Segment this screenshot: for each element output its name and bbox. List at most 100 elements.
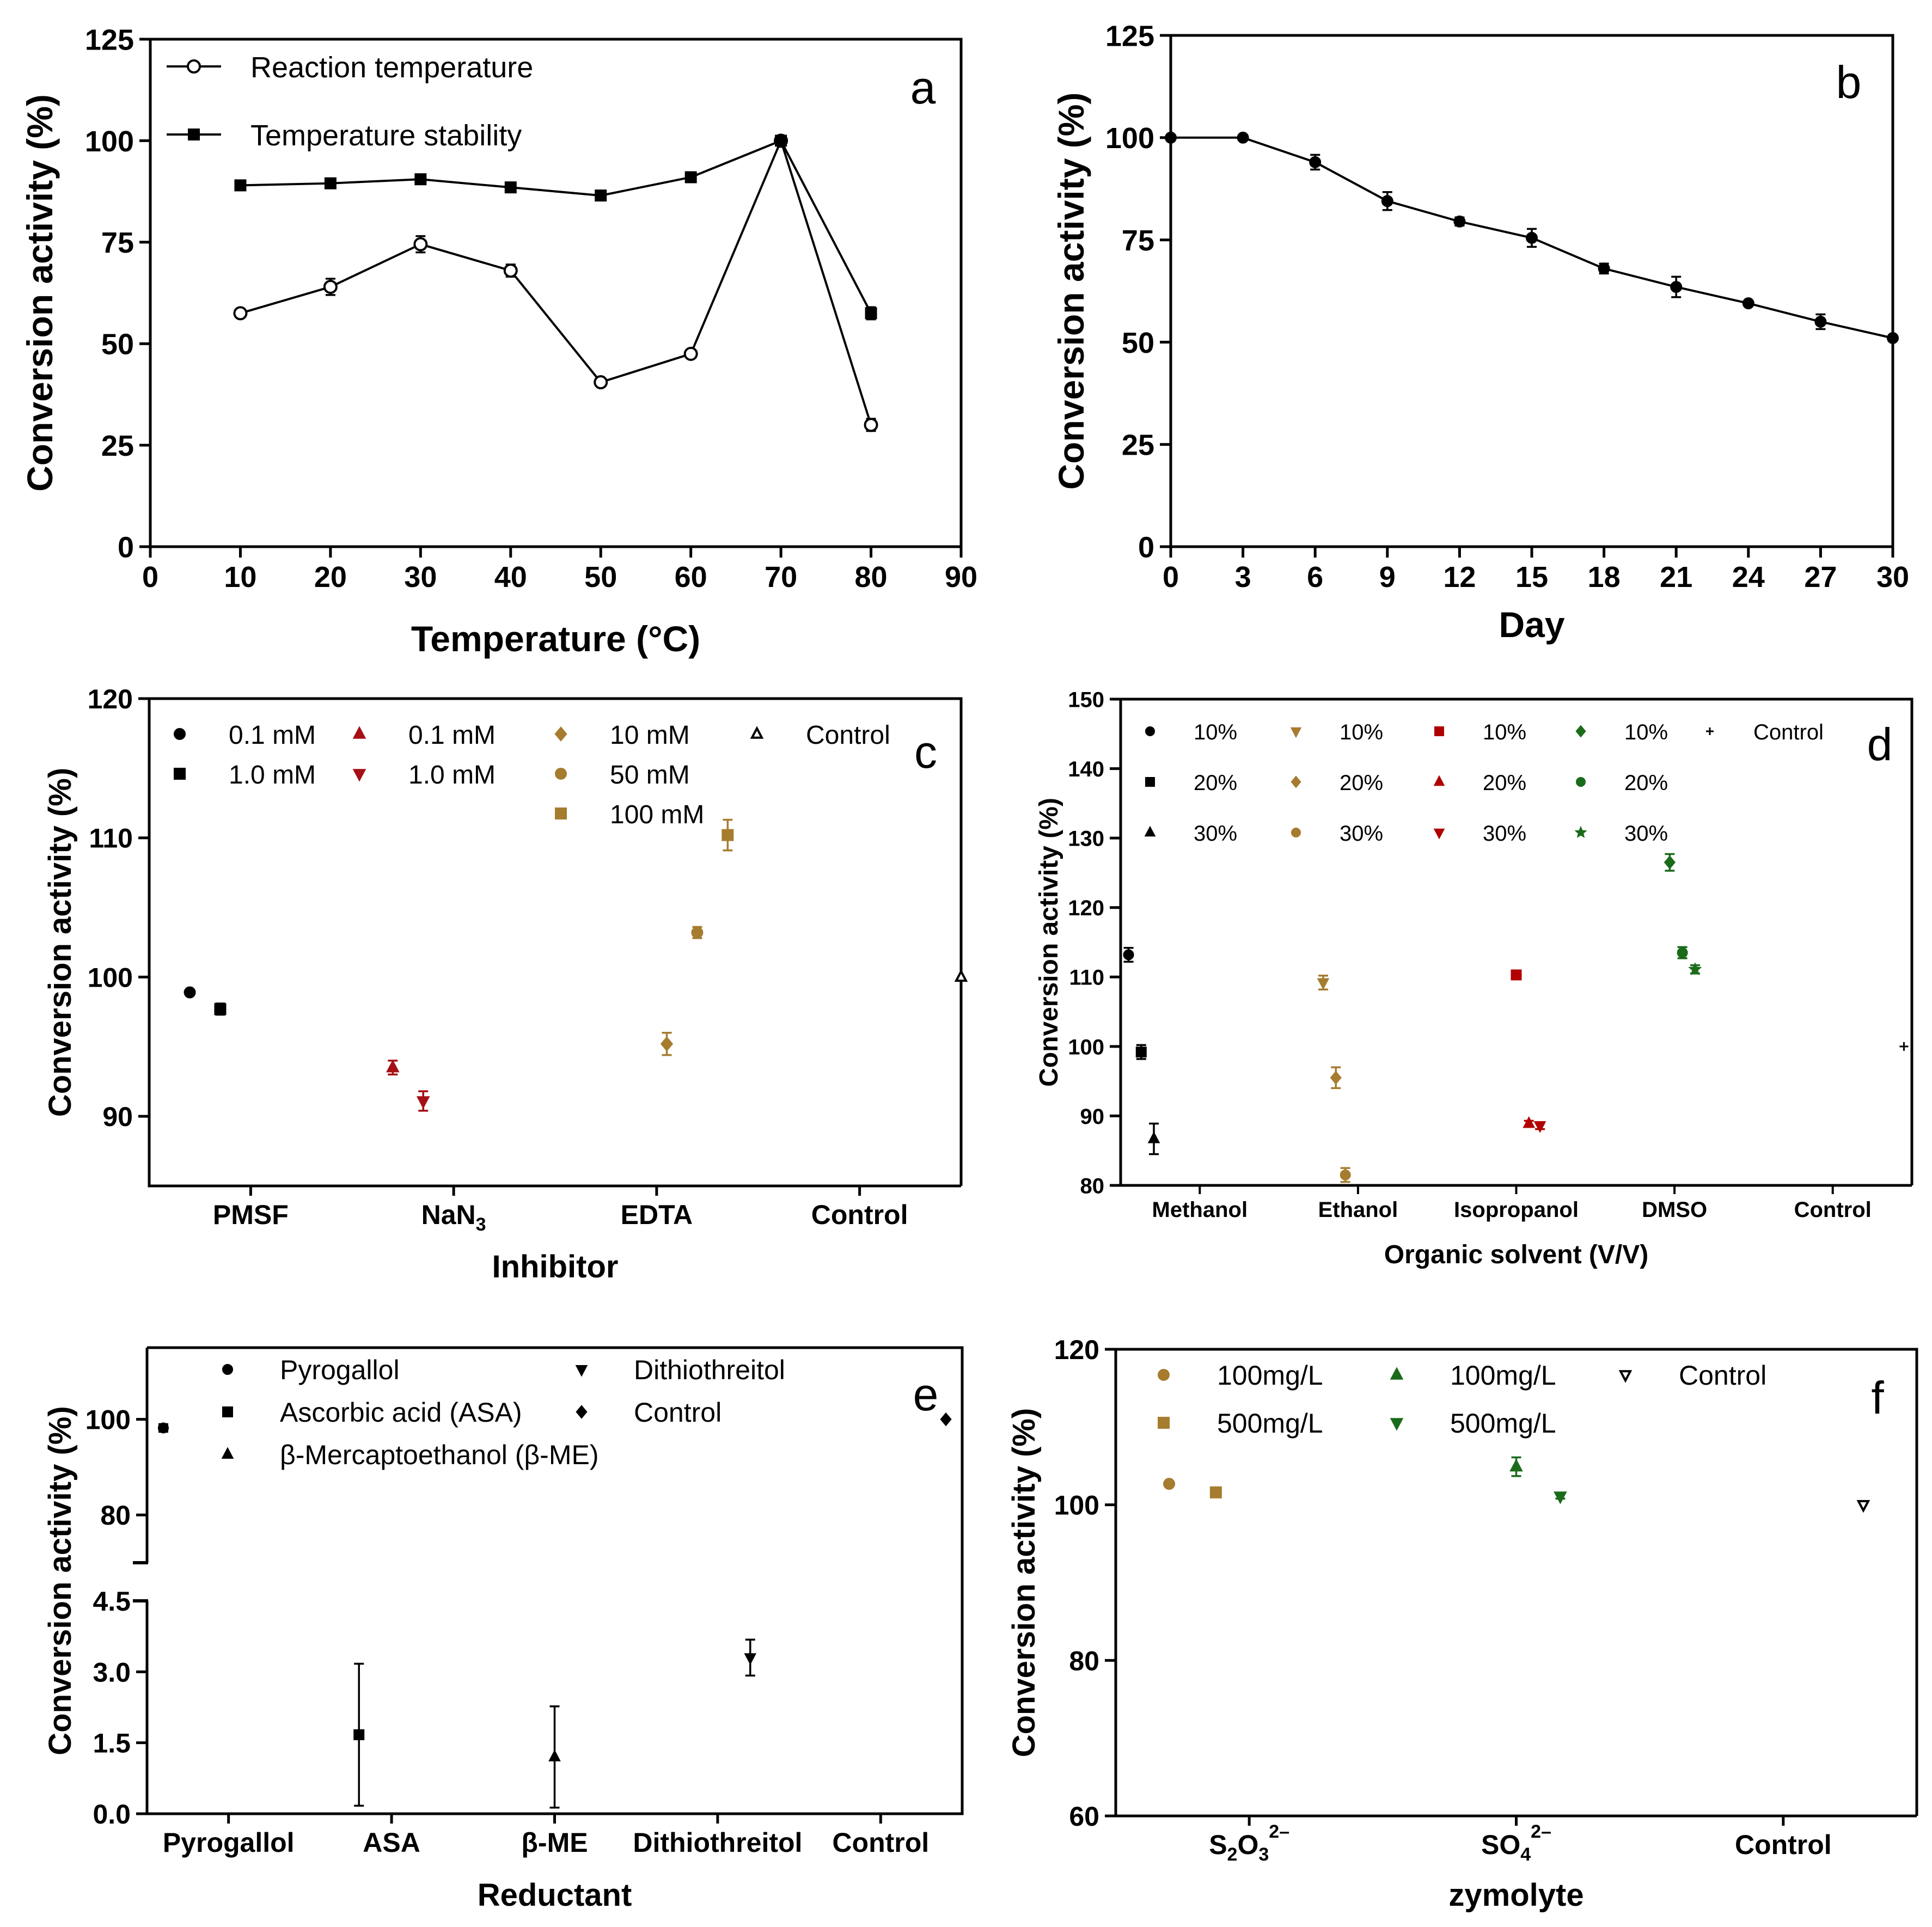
legend-label: 30%	[1483, 822, 1526, 846]
data-point	[722, 829, 734, 841]
data-point	[1123, 949, 1134, 961]
legend-marker	[1158, 1369, 1170, 1381]
point-s2o3-1	[1209, 1486, 1222, 1498]
x-tick-label: Control	[1735, 1830, 1832, 1860]
legend-label: 20%	[1194, 771, 1237, 795]
legend-label: 20%	[1340, 771, 1383, 795]
y-axis-label: Conversion activity (%)	[42, 768, 78, 1117]
panel-d: 80 90 100 110 120 130 140 150 Methanol Ethanol Iso…	[1035, 688, 1913, 1269]
panel-c: 90 100 110 120 PMSF NaN3 EDTA Control Conversion…	[42, 684, 968, 1284]
series-line	[240, 139, 872, 314]
legend-marker	[555, 807, 567, 819]
y-tick-label: 100	[1054, 1490, 1099, 1521]
legend-marker	[1575, 725, 1586, 738]
data-point	[954, 969, 968, 982]
point-methanol-2	[1147, 1122, 1160, 1155]
y-tick-label: 100	[1105, 122, 1154, 155]
legend-label: 100mg/L	[1217, 1360, 1323, 1391]
legend-marker	[750, 726, 764, 739]
point-isopropanol-8	[1533, 1121, 1546, 1133]
point-ethanol-4	[1330, 1066, 1342, 1090]
y-axis-label: Conversion activity (%)	[1051, 93, 1091, 490]
data-point	[1309, 156, 1322, 168]
x-axis-label: Organic solvent (V/V)	[1384, 1240, 1648, 1269]
x-tick-label: 0	[1163, 561, 1179, 594]
y-tick-label: 25	[1122, 429, 1154, 462]
legend-label: Control	[1679, 1360, 1766, 1391]
point-so4-3	[1554, 1491, 1567, 1504]
legend-label: Control	[806, 721, 890, 750]
y-tick-label: 80	[1080, 1174, 1105, 1198]
legend-marker	[188, 129, 200, 140]
x-tick-label: Ethanol	[1318, 1198, 1398, 1222]
point-control-7	[954, 969, 968, 982]
data-point	[214, 1003, 227, 1016]
data-point	[684, 171, 697, 183]
point-asa	[353, 1662, 365, 1807]
point-control-4	[1856, 1500, 1870, 1513]
data-point	[1509, 1459, 1523, 1472]
axes-frame-top-right	[1121, 698, 1913, 1185]
data-point	[234, 179, 247, 192]
point-dmso-11	[1688, 962, 1702, 975]
x-tick-label: Dithiothreitol	[633, 1827, 802, 1858]
y-tick-label: 90	[102, 1102, 133, 1132]
x-tick-label: 40	[494, 561, 527, 594]
legend-marker	[221, 1447, 234, 1459]
x-tick-label: 24	[1732, 561, 1765, 594]
x-tick-label: 30	[404, 561, 437, 594]
y-tick-label: 0	[118, 531, 134, 564]
data-point	[864, 418, 878, 432]
data-point	[1887, 332, 1899, 344]
legend-marker	[1390, 1367, 1404, 1380]
x-tick-label: 70	[765, 561, 797, 594]
data-point	[865, 307, 877, 320]
x-tick-label: Pyrogallol	[163, 1827, 295, 1858]
data-point	[1523, 1116, 1536, 1128]
legend-marker	[1433, 828, 1445, 840]
x-tick-label: 3	[1235, 561, 1251, 594]
legend-label: 0.1 mM	[408, 721, 496, 750]
data-point	[1135, 1047, 1147, 1058]
legend-label: 30%	[1194, 822, 1237, 846]
x-tick-label: Methanol	[1152, 1198, 1248, 1222]
x-tick-label: 27	[1804, 561, 1837, 594]
point-dmso-10	[1677, 946, 1688, 959]
y-tick-label: 0	[1138, 531, 1154, 564]
y-tick-label: 110	[89, 823, 133, 854]
data-point	[660, 1036, 674, 1052]
legend-marker	[1390, 1418, 1404, 1431]
point-ethanol-5	[1340, 1167, 1351, 1183]
point-edta-5	[691, 926, 704, 939]
point-ethanol-3	[1317, 974, 1330, 990]
y-tick-label: 90	[1080, 1105, 1105, 1129]
data-point	[1677, 947, 1688, 958]
data-point	[1209, 1486, 1222, 1498]
legend-marker	[222, 1406, 233, 1417]
legend-label: 500mg/L	[1217, 1408, 1323, 1439]
legend-marker	[575, 1365, 588, 1377]
legend-marker	[1158, 1417, 1170, 1429]
x-tick-label: 50	[584, 561, 617, 594]
y-axis-label: Conversion activity (%)	[1035, 798, 1063, 1087]
legend-marker	[1144, 825, 1156, 837]
data-point	[1317, 978, 1330, 990]
data-point	[1533, 1121, 1546, 1133]
panel-f: 60 80 100 120 S2O32– SO42– Control Conversion a…	[1006, 1335, 1918, 1913]
data-point	[548, 1749, 561, 1761]
x-tick-label: 20	[314, 561, 347, 594]
y-tick-label: 50	[101, 328, 134, 361]
legend-label: 0.1 mM	[229, 721, 316, 750]
point-control	[940, 1412, 952, 1427]
legend-marker	[554, 726, 567, 742]
x-tick-label: PMSF	[213, 1200, 289, 1230]
x-tick-label: Isopropanol	[1454, 1198, 1579, 1222]
legend-label: 500mg/L	[1450, 1408, 1556, 1439]
point-dmso-9	[1664, 853, 1676, 872]
legend-marker	[174, 728, 186, 740]
x-tick-label: 6	[1307, 561, 1323, 594]
data-point	[1381, 195, 1393, 207]
y-tick-label: 150	[1068, 688, 1104, 712]
x-tick-label: 12	[1443, 561, 1476, 594]
